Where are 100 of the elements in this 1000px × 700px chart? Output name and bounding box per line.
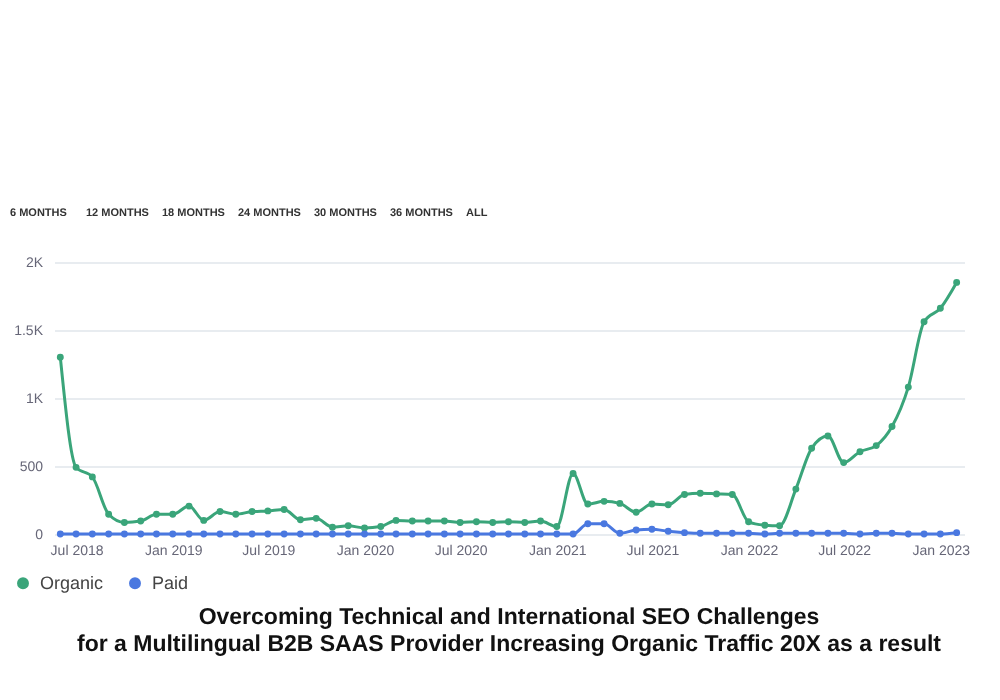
point [648, 500, 656, 508]
point [616, 499, 624, 507]
point [537, 517, 544, 525]
point [600, 520, 608, 528]
point [953, 278, 961, 286]
point [120, 530, 128, 538]
point [408, 530, 416, 538]
point [185, 502, 193, 510]
point [472, 518, 480, 526]
point [713, 490, 720, 498]
point [569, 530, 577, 538]
legend-label: Paid [152, 573, 189, 594]
point [553, 523, 561, 530]
point [424, 530, 432, 538]
point [280, 530, 288, 538]
point [553, 530, 561, 538]
point [232, 530, 240, 538]
point [505, 530, 512, 538]
point [681, 491, 688, 499]
point [361, 524, 368, 532]
point [664, 527, 672, 535]
point [872, 442, 880, 450]
point [728, 491, 736, 499]
point [761, 530, 769, 538]
point [761, 521, 769, 529]
point [248, 530, 256, 538]
text: Overcoming Technical and International SEO Challenges for a Multilingual B2B SAAS Provider Increasing Organic Traffic 20X as a result [76, 606, 942, 657]
point [776, 529, 784, 537]
point [88, 473, 96, 481]
point [408, 517, 416, 525]
point [200, 516, 208, 524]
point [824, 432, 832, 440]
point [632, 526, 640, 534]
point [169, 510, 177, 518]
point [489, 530, 497, 538]
point [600, 497, 608, 505]
point [137, 530, 145, 538]
point [232, 510, 240, 518]
point [56, 353, 64, 361]
point [888, 529, 896, 537]
point [312, 514, 320, 522]
point [776, 522, 784, 530]
point [329, 523, 336, 531]
point [472, 530, 480, 538]
point [440, 530, 448, 538]
point [392, 516, 400, 524]
point [904, 383, 912, 391]
point [824, 529, 832, 537]
point [681, 529, 688, 537]
point [137, 517, 145, 525]
point [216, 530, 224, 538]
point [872, 529, 880, 537]
point [808, 529, 816, 537]
point [312, 530, 320, 538]
point [856, 530, 864, 538]
point [377, 530, 385, 538]
point [856, 448, 864, 456]
point [840, 529, 848, 537]
point [264, 530, 272, 538]
point [424, 517, 432, 525]
point [344, 522, 352, 530]
point [105, 510, 113, 518]
point [936, 304, 944, 312]
point [88, 530, 96, 538]
point [745, 518, 753, 526]
point [120, 518, 128, 526]
point [185, 530, 193, 538]
point [280, 506, 288, 513]
point [169, 530, 177, 538]
point [569, 470, 577, 477]
point [713, 529, 720, 537]
point [456, 518, 464, 526]
point [296, 530, 304, 538]
point [953, 529, 961, 537]
point [105, 530, 113, 538]
point [792, 485, 800, 493]
point [936, 530, 944, 538]
point [696, 489, 704, 497]
point [648, 525, 656, 533]
point [616, 529, 624, 537]
point [904, 530, 912, 538]
point [920, 318, 928, 326]
point [200, 530, 208, 538]
point [456, 530, 464, 538]
point [632, 508, 640, 516]
point [72, 530, 80, 538]
point [521, 530, 529, 538]
point [840, 459, 848, 467]
point [584, 520, 592, 528]
point [56, 530, 64, 538]
point [808, 444, 816, 452]
point [361, 530, 368, 538]
point [264, 507, 272, 515]
point [152, 510, 160, 518]
point [792, 529, 800, 537]
point [920, 530, 928, 538]
point [489, 518, 497, 526]
point [728, 529, 736, 537]
point [521, 518, 529, 526]
point [696, 529, 704, 537]
